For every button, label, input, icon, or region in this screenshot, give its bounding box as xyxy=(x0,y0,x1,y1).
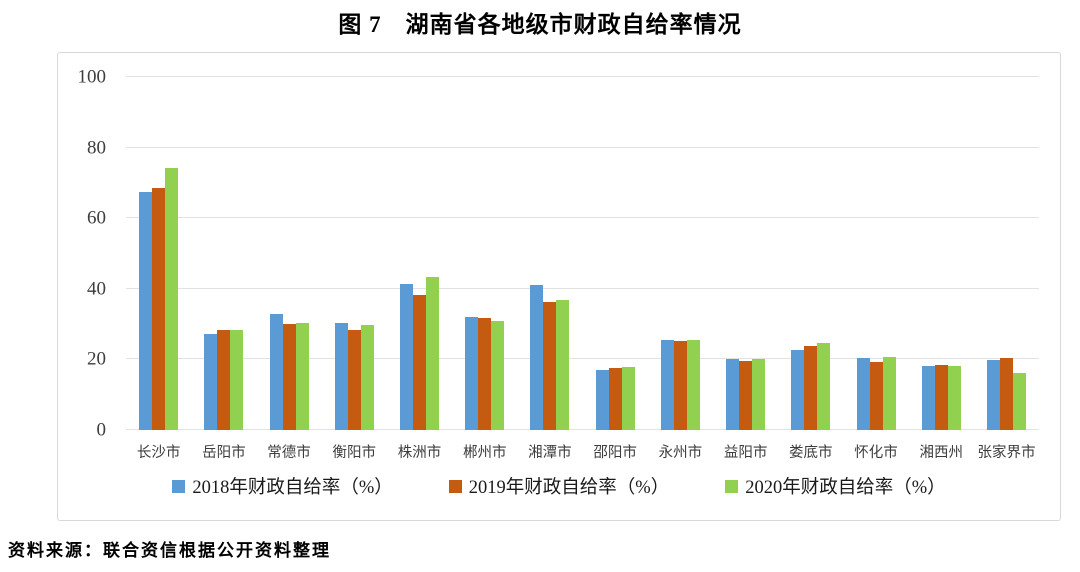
bar xyxy=(491,321,505,430)
bar-group-3: 常德市 xyxy=(256,77,321,461)
y-axis: 0 20 40 60 80 100 xyxy=(58,68,107,440)
y-tick-label-40: 40 xyxy=(87,278,106,300)
bar xyxy=(921,365,935,430)
legend-label: 2018年财政自给率（%） xyxy=(192,478,393,498)
y-tick-label-20: 20 xyxy=(87,348,106,370)
bar-group-6: 郴州市 xyxy=(452,77,517,461)
x-axis-label: 怀化市 xyxy=(854,445,898,461)
legend: 2018年财政自给率（%） 2019年财政自给率（%） 2020年财政自给率（%） xyxy=(58,473,1060,499)
bar xyxy=(660,340,674,430)
bar xyxy=(791,350,805,430)
bar-group-12: 怀化市 xyxy=(843,77,908,461)
bar xyxy=(530,285,544,430)
y-tick-label-80: 80 xyxy=(87,137,106,159)
bar xyxy=(543,301,557,430)
bar xyxy=(152,188,166,430)
bar xyxy=(817,343,831,430)
bar xyxy=(595,370,609,430)
bar xyxy=(673,341,687,430)
x-axis-label: 湘潭市 xyxy=(528,445,572,461)
legend-swatch-icon xyxy=(448,479,462,493)
bar xyxy=(621,366,635,430)
x-axis-label: 永州市 xyxy=(658,445,703,461)
x-axis-label: 衡阳市 xyxy=(332,445,377,461)
gridline-0 xyxy=(126,429,1039,430)
x-axis-label: 张家界市 xyxy=(977,445,1036,461)
bar xyxy=(425,276,439,430)
bar xyxy=(882,356,896,430)
gridline-100 xyxy=(126,76,1039,77)
legend-item-2018: 2018年财政自给率（%） xyxy=(172,473,393,499)
bar xyxy=(726,359,740,430)
chart-title: 图 7 湖南省各地级市财政自给率情况 xyxy=(338,12,742,37)
bar xyxy=(347,330,361,430)
bar xyxy=(804,345,818,430)
plot-area: 长沙市 岳阳市 常德市 衡阳市 株洲市 郴州市 湘潭市 邵阳市 永州市 益阳市 娄底市 怀化市 湘西州张… xyxy=(126,76,1039,461)
legend-item-2020: 2020年财政自给率（%） xyxy=(725,473,946,499)
y-tick-label-0: 0 xyxy=(96,419,107,441)
bar xyxy=(165,168,179,430)
bar xyxy=(869,362,883,430)
x-axis-label: 益阳市 xyxy=(723,445,768,461)
bar-group-1: 长沙市 xyxy=(126,77,191,461)
legend-item-2019: 2019年财政自给率（%） xyxy=(448,473,670,499)
bar xyxy=(752,358,766,430)
x-axis-label: 常德市 xyxy=(267,445,311,461)
source-note: 资料来源：联合资信根据公开资料整理 xyxy=(8,541,331,560)
bar xyxy=(399,283,413,430)
x-axis-label: 郴州市 xyxy=(462,445,507,461)
gridline-20 xyxy=(126,358,1039,360)
legend-label: 2019年财政自给率（%） xyxy=(468,478,670,498)
x-axis-label: 株洲市 xyxy=(397,445,442,461)
bar xyxy=(204,334,218,430)
bar xyxy=(217,330,231,430)
bar xyxy=(465,317,479,430)
y-tick-label-100: 100 xyxy=(77,66,107,88)
bar xyxy=(608,367,622,430)
bar-group-2: 岳阳市 xyxy=(191,77,256,461)
bar xyxy=(295,322,309,430)
bar xyxy=(856,358,870,430)
bar-group-10: 益阳市 xyxy=(713,77,778,461)
bar-group-4: 衡阳市 xyxy=(322,77,387,461)
x-axis-label: 湘西州 xyxy=(919,445,963,461)
chart-frame: 0 20 40 60 80 100 长沙市 岳阳市 常德市 衡阳市 株洲市 郴州市 湘潭市 邵阳市 永州市… xyxy=(57,52,1061,521)
bar xyxy=(986,360,1000,430)
legend-label: 2020年财政自给率（%） xyxy=(745,478,946,498)
x-axis-label: 邵阳市 xyxy=(593,445,637,461)
bar xyxy=(947,366,961,430)
bar xyxy=(739,360,753,430)
legend-swatch-icon xyxy=(172,479,186,493)
x-axis-label: 岳阳市 xyxy=(202,445,246,461)
bar-group-9: 永州市 xyxy=(648,77,713,461)
x-axis-label: 长沙市 xyxy=(136,445,181,461)
bar xyxy=(999,358,1013,430)
x-axis-label: 娄底市 xyxy=(789,445,833,461)
bar xyxy=(282,323,296,430)
gridline-80 xyxy=(126,146,1039,148)
bar-group-5: 株洲市 xyxy=(387,77,452,461)
bar-group-13: 湘西州 xyxy=(909,77,974,461)
bar xyxy=(934,365,948,430)
bar xyxy=(139,191,153,430)
bar xyxy=(686,339,700,430)
bar xyxy=(334,323,348,430)
bar xyxy=(478,318,492,430)
bar xyxy=(360,324,374,430)
bar-group-8: 邵阳市 xyxy=(583,77,648,461)
bar-group-7: 湘潭市 xyxy=(517,77,582,461)
bar xyxy=(269,313,283,430)
bar xyxy=(412,294,426,430)
gridline-60 xyxy=(126,217,1039,219)
bar-group-14: 张家界市 xyxy=(974,77,1039,461)
bar xyxy=(230,330,244,430)
y-tick-label-60: 60 xyxy=(87,207,106,229)
bar xyxy=(556,299,570,430)
bar xyxy=(1012,373,1026,430)
bar-groups: 长沙市 岳阳市 常德市 衡阳市 株洲市 郴州市 湘潭市 邵阳市 永州市 益阳市 娄底市 怀化市 湘西州张… xyxy=(126,77,1039,461)
gridline-40 xyxy=(126,287,1039,289)
legend-swatch-icon xyxy=(725,479,739,493)
bar-group-11: 娄底市 xyxy=(778,77,843,461)
